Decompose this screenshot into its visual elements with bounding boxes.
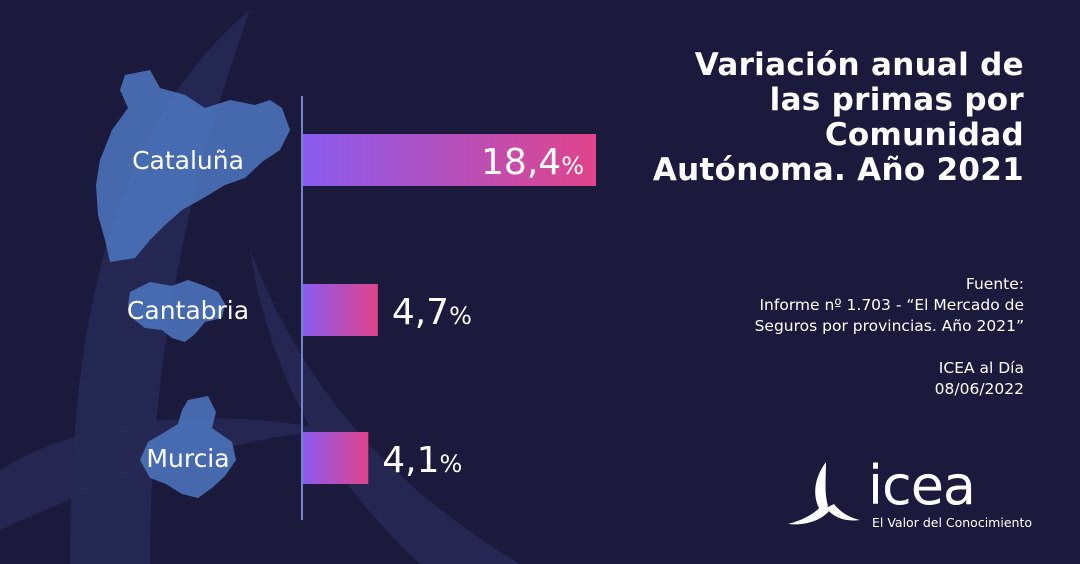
category-label: Murcia — [146, 444, 229, 473]
source-reference: Seguros por provincias. Año 2021” — [754, 317, 1024, 335]
map-murcia — [140, 396, 236, 498]
icea-logo-word: icea — [868, 454, 976, 517]
background-swoosh — [0, 418, 330, 530]
map-cantabria — [128, 280, 225, 342]
chart-title: Variación anual de las primas por Comuni… — [604, 48, 1024, 188]
chart-title-line: Comunidad — [824, 117, 1024, 153]
icea-logo-tagline: El Valor del Conocimiento — [872, 515, 1032, 530]
chart-title-line: Autónoma. Año 2021 — [652, 152, 1024, 188]
bar-0 — [303, 134, 596, 186]
publication-name: ICEA al Día — [938, 359, 1024, 377]
source-reference: Informe nº 1.703 - “El Mercado de — [759, 296, 1024, 314]
data-label: 4,1% — [382, 440, 462, 481]
category-label: Cantabria — [127, 296, 249, 325]
category-label: Cataluña — [132, 146, 244, 175]
source-block: Fuente: Informe nº 1.703 - “El Mercado d… — [604, 274, 1024, 400]
icea-logo: icea El Valor del Conocimiento — [784, 458, 1044, 538]
data-label: 4,7% — [392, 292, 472, 333]
background-swoosh — [250, 250, 520, 564]
spacer — [604, 337, 1024, 358]
publication-date: 08/06/2022 — [934, 380, 1024, 398]
chart-title-line: Variación anual de — [694, 47, 1024, 83]
bar-2 — [303, 432, 369, 484]
bar-1 — [303, 284, 378, 336]
icea-logo-icon — [788, 462, 860, 525]
chart-title-line: las primas por — [769, 82, 1024, 118]
data-label: 18,4% — [481, 142, 584, 183]
map-cataluna — [96, 70, 290, 262]
source-label: Fuente: — [965, 275, 1024, 293]
